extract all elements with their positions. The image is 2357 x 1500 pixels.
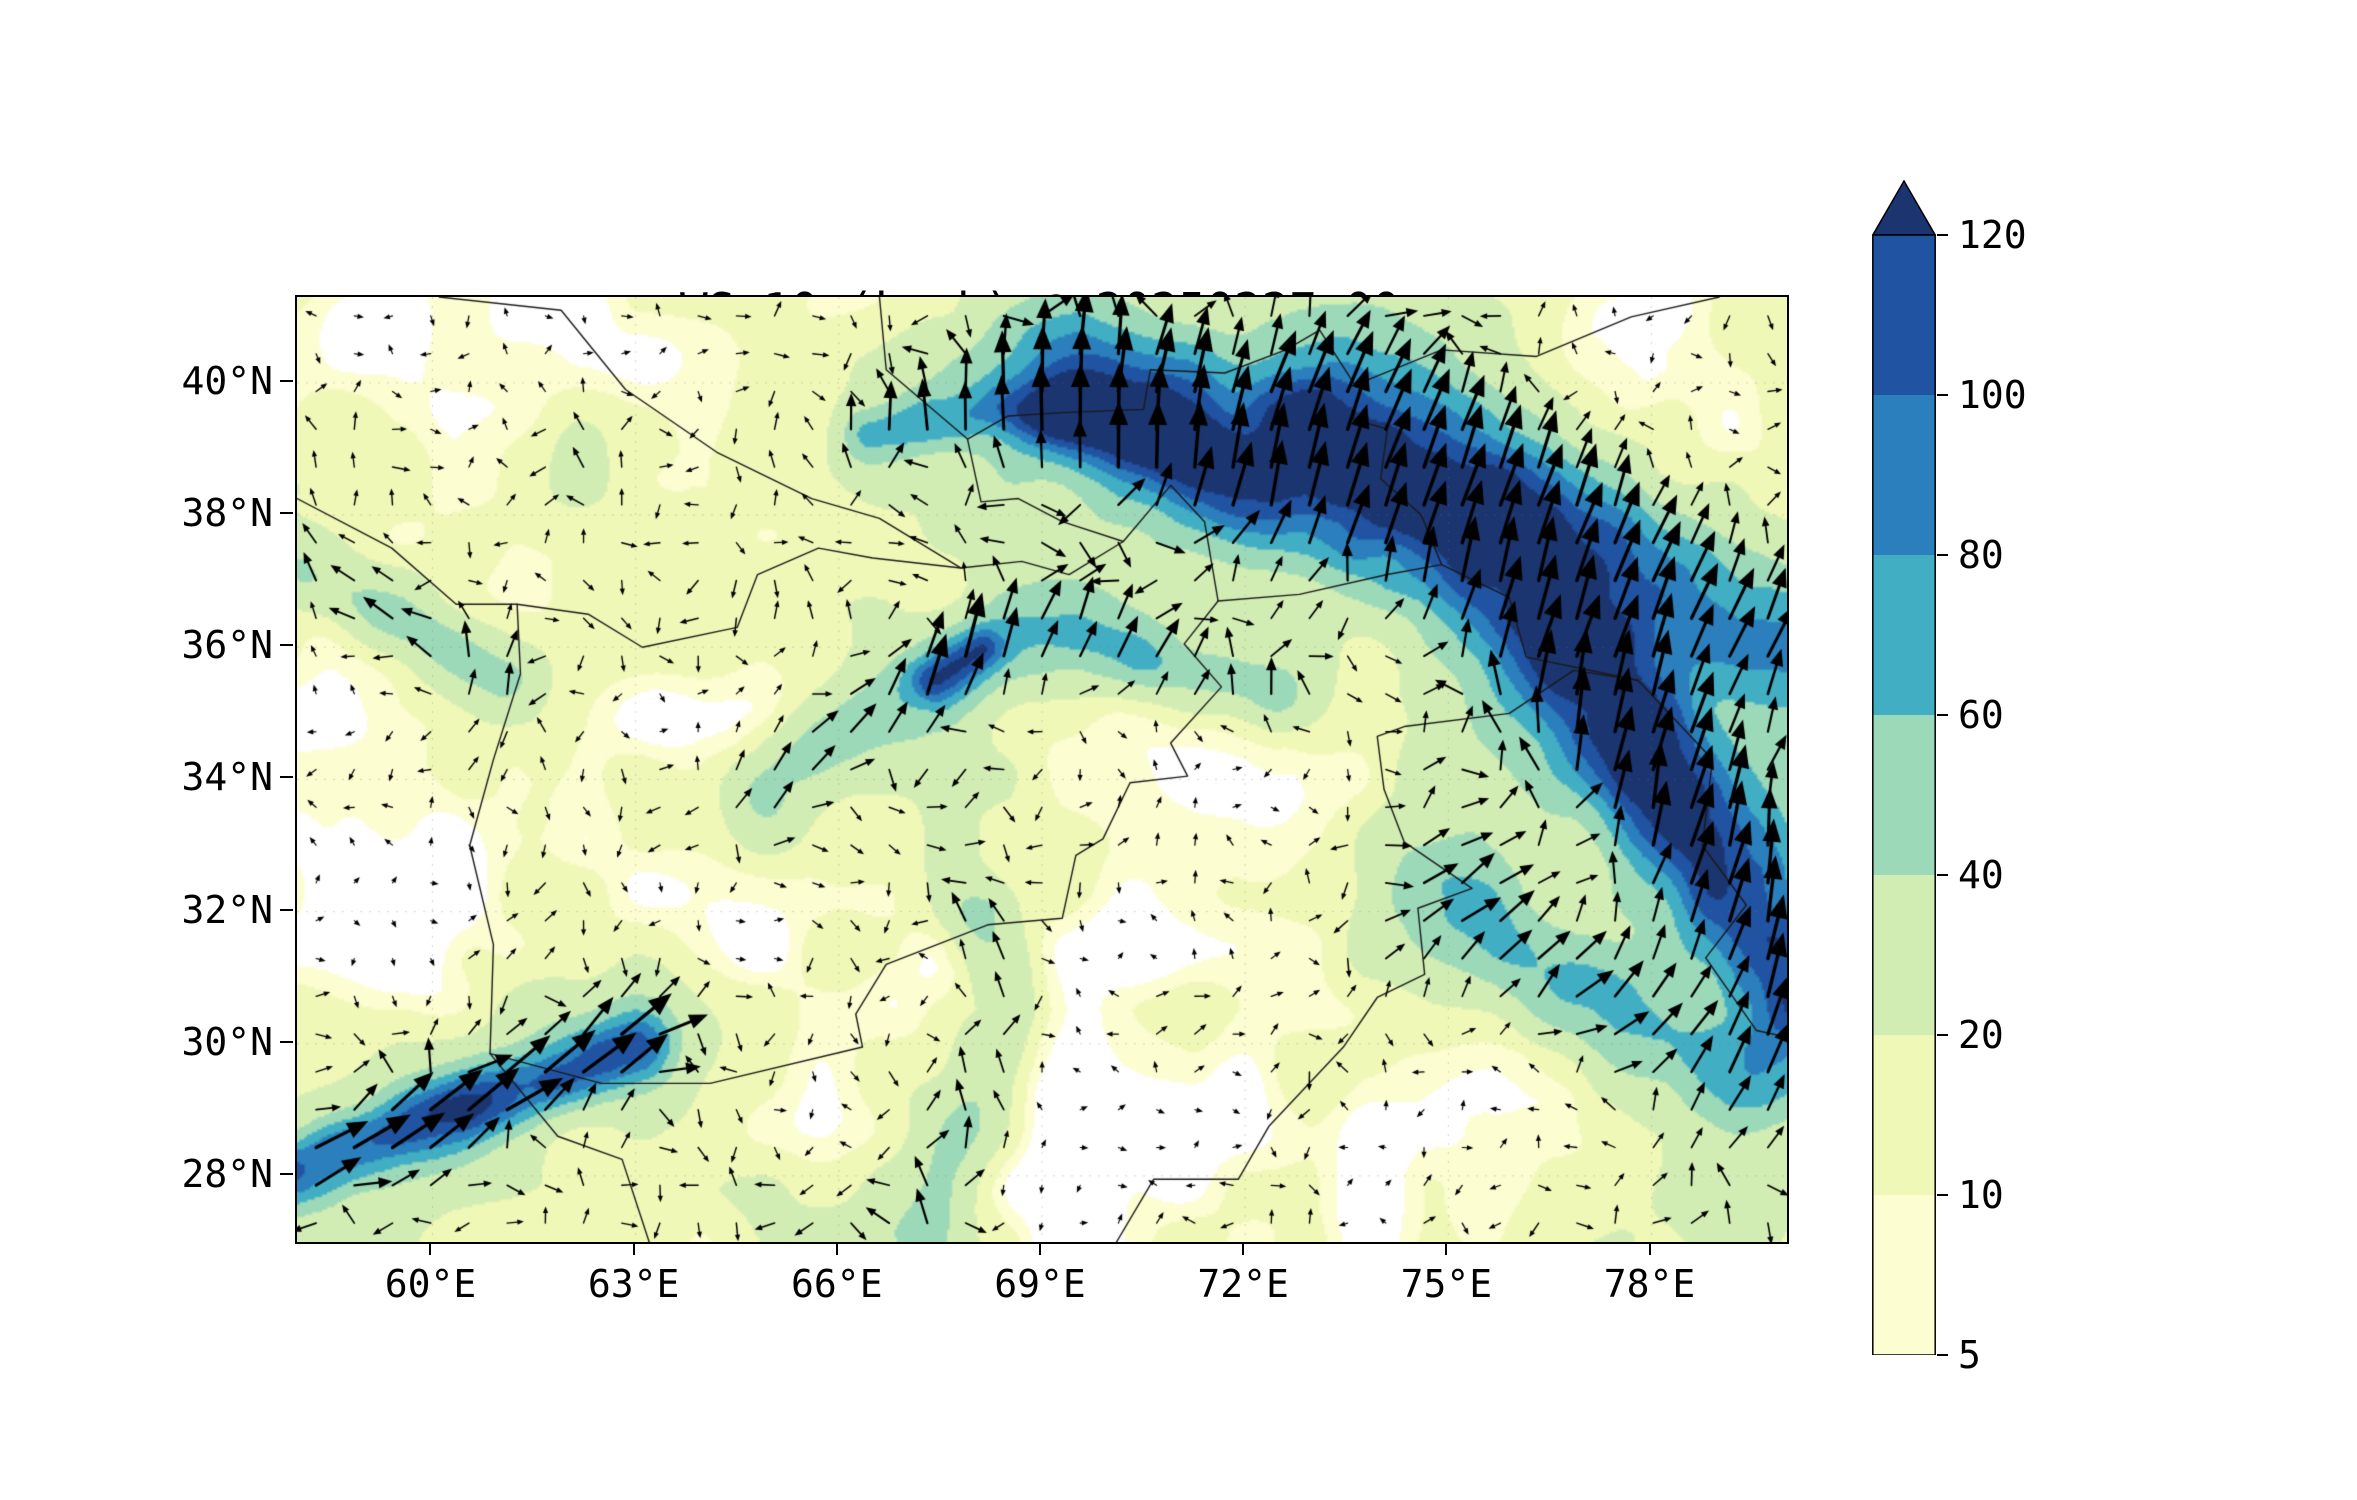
x-tick-label: 60°E: [384, 1262, 477, 1306]
y-tick-mark: [280, 776, 293, 779]
colorbar-tick-label: 100: [1958, 373, 2027, 417]
x-tick-label: 72°E: [1197, 1262, 1289, 1306]
y-tick-label: 30°N: [181, 1019, 273, 1064]
wind-map-canvas: [297, 297, 1787, 1242]
colorbar-tick-label: 10: [1958, 1173, 2004, 1217]
colorbar-segment: [1872, 1195, 1936, 1356]
colorbar-tick-mark: [1937, 394, 1948, 396]
y-tick-mark: [280, 379, 293, 382]
colorbar-segment: [1872, 715, 1936, 876]
x-tick-mark: [632, 1242, 635, 1255]
y-tick-mark: [280, 512, 293, 515]
colorbar-segment: [1872, 555, 1936, 716]
colorbar: [1871, 179, 1937, 1359]
y-tick-mark: [280, 908, 293, 911]
colorbar-tick-mark: [1937, 554, 1948, 556]
colorbar-extend-triangle: [1871, 179, 1937, 236]
colorbar-gradient: [1871, 179, 1937, 1356]
colorbar-tick-mark: [1937, 234, 1948, 236]
y-tick-label: 34°N: [181, 755, 273, 800]
colorbar-tick-label: 120: [1958, 213, 2027, 257]
y-tick-label: 38°N: [181, 491, 273, 536]
map-frame: [295, 295, 1789, 1244]
y-tick-mark: [280, 1172, 293, 1175]
x-tick-label: 75°E: [1400, 1262, 1493, 1306]
y-tick-label: 40°N: [181, 358, 273, 403]
colorbar-tick-label: 40: [1958, 853, 2004, 897]
colorbar-tick-mark: [1937, 714, 1948, 716]
y-tick-label: 32°N: [181, 887, 273, 932]
colorbar-segment: [1872, 235, 1936, 396]
colorbar-tick-label: 80: [1958, 533, 2004, 577]
colorbar-tick-label: 5: [1958, 1333, 1981, 1377]
y-tick-label: 36°N: [181, 623, 273, 668]
colorbar-tick-label: 60: [1958, 693, 2004, 737]
x-tick-mark: [429, 1242, 432, 1255]
x-tick-mark: [1039, 1242, 1041, 1255]
x-tick-mark: [1242, 1242, 1245, 1255]
colorbar-tick-mark: [1937, 1194, 1948, 1196]
colorbar-tick-mark: [1937, 874, 1948, 876]
x-tick-mark: [835, 1242, 838, 1255]
colorbar-segment: [1872, 1035, 1936, 1196]
y-tick-mark: [280, 1040, 293, 1043]
y-tick-label: 28°N: [181, 1151, 273, 1196]
x-tick-label: 66°E: [791, 1262, 883, 1306]
y-tick-mark: [280, 644, 293, 647]
x-tick-mark: [1445, 1242, 1448, 1255]
x-tick-mark: [1648, 1242, 1651, 1255]
x-tick-label: 69°E: [994, 1262, 1086, 1306]
colorbar-segment: [1872, 875, 1936, 1036]
colorbar-tick-label: 20: [1958, 1013, 2004, 1057]
x-tick-label: 63°E: [587, 1262, 680, 1306]
colorbar-tick-mark: [1937, 1354, 1948, 1356]
colorbar-tick-mark: [1937, 1034, 1948, 1036]
colorbar-segment: [1872, 395, 1936, 556]
x-tick-label: 78°E: [1603, 1262, 1696, 1306]
